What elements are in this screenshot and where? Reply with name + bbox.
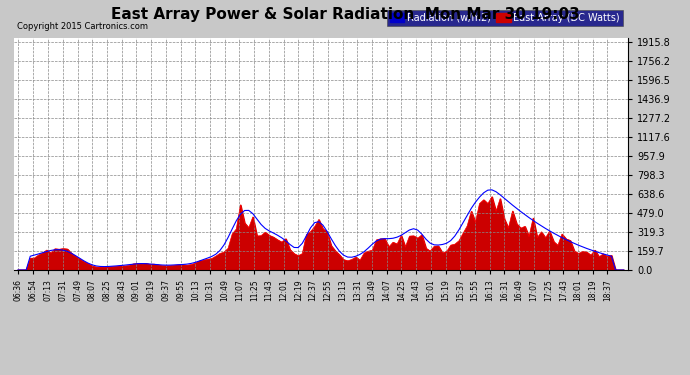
Text: Copyright 2015 Cartronics.com: Copyright 2015 Cartronics.com — [17, 21, 148, 30]
Text: East Array Power & Solar Radiation  Mon Mar 30 19:03: East Array Power & Solar Radiation Mon M… — [110, 8, 580, 22]
Legend: Radiation (w/m2), East Array (DC Watts): Radiation (w/m2), East Array (DC Watts) — [386, 10, 623, 26]
